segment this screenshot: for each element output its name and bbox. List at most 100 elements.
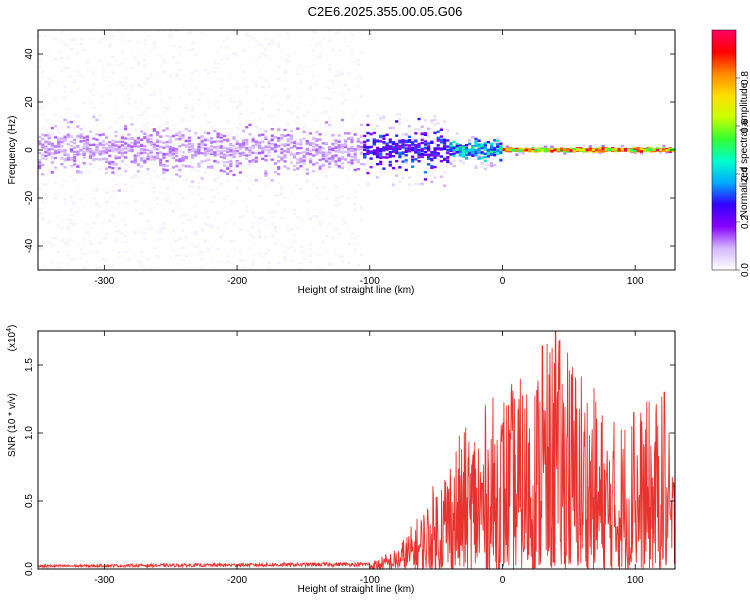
spectrogram-cell	[238, 162, 243, 165]
spectrogram-cell	[95, 189, 99, 193]
spectrogram-cell	[101, 94, 105, 97]
spectrogram-cell	[136, 163, 141, 167]
spectrogram-cell	[162, 177, 166, 180]
colorbar-tick-label: 0.6	[740, 119, 750, 133]
spectrogram-cell	[197, 181, 201, 185]
spectrogram-cell	[436, 136, 440, 140]
spectrogram-cell	[44, 145, 48, 148]
spectrogram-cell	[165, 211, 169, 215]
spectrogram-cell	[324, 111, 329, 115]
spectrogram-cell	[433, 156, 437, 159]
spectrogram-cell	[270, 142, 274, 146]
spectrogram-cell	[60, 125, 64, 129]
spectrogram-cell	[502, 148, 506, 151]
spectrogram-cell	[162, 58, 166, 62]
snr-y-multiplier-base: (x10	[7, 331, 18, 351]
spectrogram-cell	[232, 239, 236, 243]
spectrogram-cell	[433, 153, 437, 156]
spectrogram-cell	[232, 30, 236, 32]
spectrogram-cell	[375, 146, 380, 150]
spectrogram-cell	[496, 149, 500, 153]
spectrogram-cell	[308, 254, 313, 257]
spectrogram-cell	[149, 140, 153, 144]
spectrogram-cell	[149, 146, 153, 149]
spectrogram-cell	[210, 137, 214, 140]
spectrogram-cell	[289, 94, 294, 97]
spectrogram-cell	[318, 149, 322, 153]
spectrogram-cell	[248, 188, 252, 191]
spectrogram-cell	[404, 139, 408, 143]
spectrogram-cell	[242, 48, 246, 51]
spectrogram-cell	[66, 66, 70, 70]
spectrogram-cell	[229, 100, 233, 103]
spectrogram-cell	[483, 146, 487, 149]
spectrogram-cell	[436, 130, 440, 133]
spectrogram-cell	[398, 122, 402, 125]
spectrogram-cell	[133, 174, 137, 177]
spectrogram-cell	[264, 79, 268, 83]
spectrogram-cell	[264, 145, 268, 148]
spectrogram-cell	[85, 147, 90, 151]
spectrogram-cell	[50, 205, 54, 209]
spectrogram-cell	[302, 137, 306, 140]
spectrogram-cell	[181, 154, 185, 158]
spectrogram-cell	[114, 121, 118, 124]
spectrogram-cell	[41, 146, 45, 149]
spectrogram-cell	[347, 175, 351, 178]
spectrogram-cell	[369, 157, 373, 160]
spectrogram-cell	[187, 194, 192, 197]
spectrogram-cell	[305, 140, 309, 143]
spectrogram-cell	[289, 161, 294, 164]
spectrogram-cell	[414, 128, 418, 131]
spectrogram-cell	[73, 146, 77, 149]
spectrogram-cell	[347, 150, 351, 153]
spectrogram-cell	[194, 86, 198, 90]
spectrogram-cell	[296, 173, 300, 176]
spectrogram-cell	[270, 39, 274, 43]
spectrogram-cell	[197, 143, 201, 146]
spectrogram-cell	[337, 125, 341, 128]
spectrogram-cell	[289, 137, 294, 140]
spectrogram-cell	[53, 149, 58, 152]
spectrogram-cell	[363, 145, 367, 149]
spectrogram-cell	[328, 39, 332, 42]
spectrogram-cell	[73, 150, 77, 154]
spectrogram-cell	[139, 264, 144, 268]
spectrogram-cell	[203, 139, 207, 142]
spectrogram-cell	[665, 151, 669, 154]
spectrogram-cell	[446, 160, 450, 164]
spectrogram-cell	[143, 148, 147, 151]
spectrogram-cell	[149, 149, 153, 153]
spectrogram-cell	[190, 126, 195, 129]
spectrogram-cell	[69, 140, 74, 143]
spectrogram-cell	[92, 196, 96, 200]
spectrogram-cell	[334, 196, 338, 200]
spectrogram-cell	[344, 221, 348, 224]
spectrogram-cell	[88, 92, 93, 96]
spectrogram-cell	[232, 229, 236, 232]
spectrogram-cell	[152, 142, 156, 145]
spectrogram-cell	[382, 116, 386, 119]
spectrogram-cell	[190, 180, 195, 183]
spectrogram-cell	[111, 189, 115, 193]
spectrogram-cell	[245, 91, 249, 94]
spectrogram-cell	[38, 158, 42, 162]
spectrogram-cell	[149, 225, 153, 228]
spectrogram-cell	[162, 30, 166, 32]
spectrogram-cell	[82, 102, 86, 105]
spectrogram-cell	[414, 132, 418, 135]
spectrogram-cell	[133, 154, 137, 157]
spectrogram-cell	[277, 157, 281, 160]
spectrogram-cell	[111, 163, 115, 166]
spectrogram-cell	[95, 118, 99, 122]
spectrogram-cell	[334, 154, 338, 157]
spectrogram-cell	[334, 146, 338, 150]
spectrogram-cell	[655, 148, 660, 152]
spectrogram-cell	[344, 216, 348, 219]
spectrogram-cell	[44, 34, 48, 38]
spectrogram-cell	[98, 150, 102, 154]
spectrogram-cell	[245, 148, 249, 151]
spectrogram-cell	[92, 90, 96, 93]
spectrogram-cell	[353, 236, 357, 239]
spectrogram-cell	[82, 156, 86, 159]
